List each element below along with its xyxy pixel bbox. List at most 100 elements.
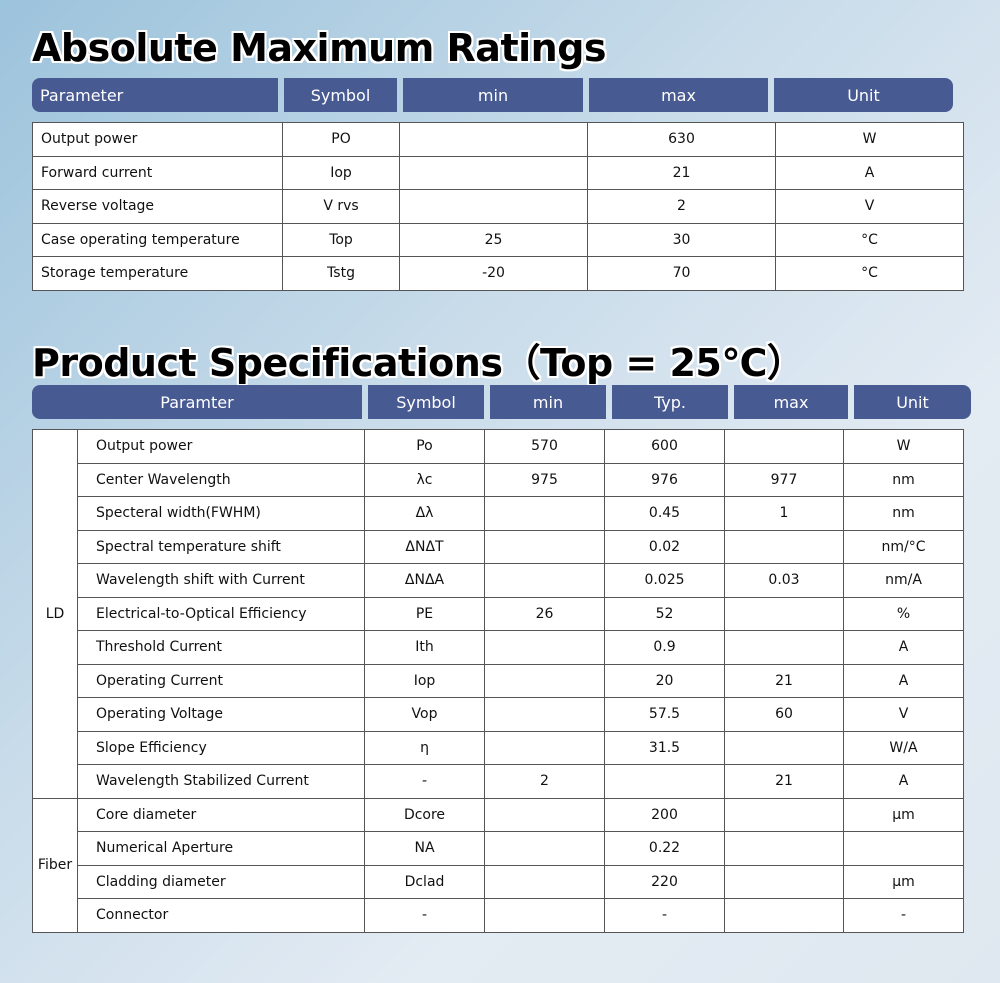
table-cell: [484, 730, 605, 765]
table-cell: η: [364, 730, 485, 765]
table-cell: 20: [604, 663, 725, 698]
table-cell: PE: [364, 596, 485, 631]
table-cell: μm: [843, 797, 964, 832]
table-cell: V rvs: [282, 189, 400, 224]
table-cell: Case operating temperature: [32, 222, 283, 257]
table-row: Output power PO 630 W: [32, 122, 964, 157]
header-cell: min: [403, 78, 583, 112]
table-cell: [724, 898, 844, 933]
table-cell: Slope Efficiency: [77, 730, 365, 765]
table-row: Storage temperature Tstg -20 70 °C: [32, 256, 964, 291]
table-row: Spectral temperature shift ΔNΔT 0.02 nm/°C: [33, 529, 964, 564]
table-cell: 570: [484, 429, 605, 464]
table-cell: [724, 429, 844, 464]
table-cell: Forward current: [32, 155, 283, 190]
table-cell: Numerical Aperture: [77, 831, 365, 866]
table-row: Numerical Aperture NA 0.22: [33, 831, 964, 866]
section-title-product-specifications: Product Specifications（Top = 25℃）: [32, 341, 805, 385]
table-cell: Iop: [364, 663, 485, 698]
table-cell: Output power: [32, 122, 283, 157]
table-cell: 2: [484, 764, 605, 799]
table-cell: Iop: [282, 155, 400, 190]
table-cell: 21: [587, 155, 776, 190]
table-cell: [724, 831, 844, 866]
ratings-header: Parameter Symbol min max Unit: [32, 78, 953, 112]
table-cell: -: [364, 764, 485, 799]
table-cell: ΔNΔT: [364, 529, 485, 564]
table-cell: 977: [724, 462, 844, 497]
table-row: Electrical-to-Optical Efficiency PE 26 52%: [33, 596, 964, 631]
table-cell: [484, 630, 605, 665]
table-cell: Top: [282, 222, 400, 257]
table-cell: [724, 529, 844, 564]
specs-header: Paramter Symbol min Typ. max Unit: [32, 385, 971, 419]
table-cell: Spectral temperature shift: [77, 529, 365, 564]
group-label: Fiber: [32, 797, 78, 933]
table-cell: 2: [587, 189, 776, 224]
table-cell: Connector: [77, 898, 365, 933]
table-cell: -20: [399, 256, 588, 291]
table-cell: 60: [724, 697, 844, 732]
table-row: Reverse voltage V rvs 2 V: [32, 189, 964, 224]
table-cell: Dcore: [364, 797, 485, 832]
table-cell: 1: [724, 496, 844, 531]
table-cell: 976: [604, 462, 725, 497]
table-cell: Po: [364, 429, 485, 464]
table-cell: 975: [484, 462, 605, 497]
table-cell: 200: [604, 797, 725, 832]
table-cell: 0.45: [604, 496, 725, 531]
table-row: Operating Current Iop 20 21 A: [33, 663, 964, 698]
group-label: LD: [32, 429, 78, 799]
header-cell: Symbol: [368, 385, 484, 419]
header-cell: max: [734, 385, 848, 419]
table-cell: [724, 630, 844, 665]
table-cell: [843, 831, 964, 866]
table-cell: V: [775, 189, 964, 224]
table-row: Wavelength Stabilized Current -2 21 A: [33, 764, 964, 799]
table-cell: PO: [282, 122, 400, 157]
table-cell: ΔNΔA: [364, 563, 485, 598]
table-cell: 630: [587, 122, 776, 157]
table-row: Specteral width(FWHM) Δλ 0.45 1 nm: [33, 496, 964, 531]
table-row: LD Output power Po 570 600 W: [32, 429, 964, 799]
table-cell: A: [775, 155, 964, 190]
table-cell: [399, 189, 588, 224]
header-cell: Unit: [774, 78, 953, 112]
table-cell: Dclad: [364, 864, 485, 899]
table-cell: 220: [604, 864, 725, 899]
table-cell: 0.9: [604, 630, 725, 665]
section-title-absolute-maximum-ratings: Absolute Maximum Ratings: [32, 26, 607, 70]
table-cell: [724, 797, 844, 832]
table-row: Operating Voltage Vop 57.5 60 V: [33, 697, 964, 732]
table-cell: [484, 663, 605, 698]
table-cell: [724, 864, 844, 899]
table-cell: °C: [775, 256, 964, 291]
table-cell: 0.22: [604, 831, 725, 866]
table-cell: Reverse voltage: [32, 189, 283, 224]
table-cell: [484, 563, 605, 598]
header-cell: max: [589, 78, 768, 112]
table-cell: Tstg: [282, 256, 400, 291]
table-cell: 0.03: [724, 563, 844, 598]
table-cell: [724, 596, 844, 631]
table-cell: 21: [724, 764, 844, 799]
table-cell: Ith: [364, 630, 485, 665]
table-cell: Electrical-to-Optical Efficiency: [77, 596, 365, 631]
table-row: Slope Efficiency η 31.5 W/A: [33, 730, 964, 765]
table-cell: A: [843, 630, 964, 665]
table-cell: Wavelength Stabilized Current: [77, 764, 365, 799]
table-cell: NA: [364, 831, 485, 866]
table-cell: °C: [775, 222, 964, 257]
table-cell: 31.5: [604, 730, 725, 765]
table-cell: Threshold Current: [77, 630, 365, 665]
table-row: Threshold Current Ith 0.9 A: [33, 630, 964, 665]
table-cell: Center Wavelength: [77, 462, 365, 497]
table-row: Cladding diameter Dclad 220 μm: [33, 864, 964, 899]
table-cell: Wavelength shift with Current: [77, 563, 365, 598]
table-cell: Cladding diameter: [77, 864, 365, 899]
table-cell: nm: [843, 462, 964, 497]
table-cell: -: [843, 898, 964, 933]
table-cell: [484, 496, 605, 531]
header-cell: min: [490, 385, 606, 419]
table-cell: nm: [843, 496, 964, 531]
